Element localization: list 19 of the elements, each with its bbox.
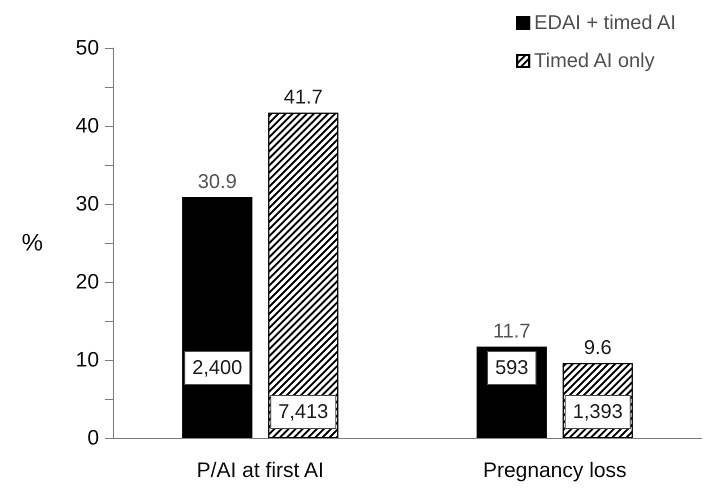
annotation: 1,393 — [572, 401, 623, 423]
y-tick-label: 40 — [76, 114, 99, 138]
y-tick-label: 10 — [76, 348, 99, 372]
x-tick-label: P/AI at first AI — [196, 459, 324, 482]
y-tick-label: 0 — [87, 426, 99, 450]
data-label: 41.7 — [284, 86, 323, 109]
annotation: 2,400 — [192, 357, 242, 379]
data-label: 9.6 — [584, 337, 612, 360]
data-label: 30.9 — [198, 170, 237, 193]
legend-label: Timed AI only — [534, 50, 655, 72]
annotation: 593 — [495, 357, 528, 379]
y-axis-title: % — [22, 230, 43, 256]
data-label: 11.7 — [493, 320, 530, 343]
y-tick-label: 30 — [76, 192, 99, 216]
y-tick-label: 50 — [76, 36, 99, 60]
legend-label: EDAI + timed AI — [534, 12, 676, 34]
y-tick-label: 20 — [76, 270, 99, 294]
x-tick-label: Pregnancy loss — [482, 459, 627, 482]
annotation: 7,413 — [278, 401, 328, 423]
